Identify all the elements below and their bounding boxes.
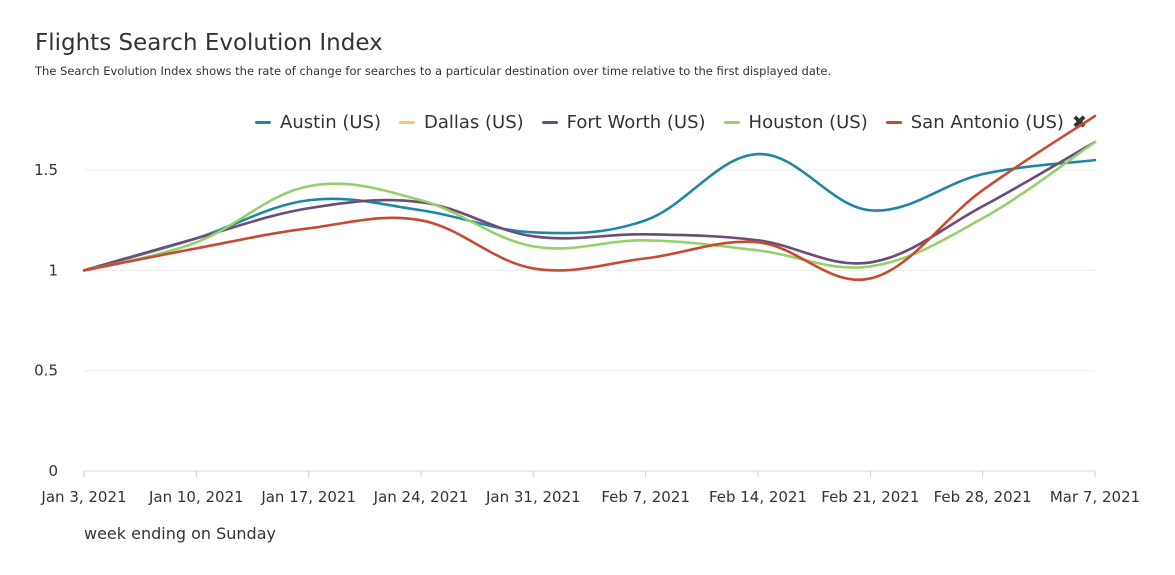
- legend-swatch: [398, 121, 415, 124]
- legend-label: San Antonio (US): [910, 112, 1064, 133]
- y-tick-label: 0: [48, 462, 58, 480]
- x-tick-label: Feb 28, 2021: [934, 488, 1032, 506]
- legend-label: Houston (US): [748, 112, 868, 133]
- x-tick-label: Jan 17, 2021: [260, 488, 356, 506]
- chart-subtitle: The Search Evolution Index shows the rat…: [35, 64, 832, 78]
- series-line-fort-worth-us[interactable]: [82, 140, 1097, 272]
- legend-swatch: [541, 121, 558, 124]
- series-line-dallas-us[interactable]: [82, 140, 1097, 272]
- x-tick-label: Feb 14, 2021: [709, 488, 807, 506]
- legend-swatch: [255, 121, 272, 124]
- y-tick-label: 1: [48, 261, 58, 279]
- legend-swatch: [723, 121, 740, 124]
- legend-label: Fort Worth (US): [566, 112, 706, 133]
- legend-item[interactable]: Austin (US): [255, 112, 381, 133]
- legend-label: Austin (US): [280, 112, 381, 133]
- x-tick-label: Jan 10, 2021: [148, 488, 244, 506]
- x-tick-label: Feb 7, 2021: [601, 488, 690, 506]
- x-tick-label: Jan 3, 2021: [40, 488, 126, 506]
- legend-swatch: [885, 121, 902, 124]
- x-tick-label: Feb 21, 2021: [821, 488, 919, 506]
- y-tick-label: 0.5: [34, 362, 58, 380]
- x-tick-label: Jan 24, 2021: [373, 488, 469, 506]
- legend-item[interactable]: Fort Worth (US): [541, 112, 706, 133]
- legend-item[interactable]: San Antonio (US): [885, 112, 1064, 133]
- series-line-houston-us[interactable]: [82, 140, 1097, 272]
- y-tick-label: 1.5: [34, 161, 58, 179]
- x-tick-label: Mar 7, 2021: [1050, 488, 1140, 506]
- x-axis-title: week ending on Sunday: [84, 524, 276, 543]
- series-line-san-antonio-us[interactable]: [82, 114, 1097, 282]
- legend-item[interactable]: Dallas (US): [398, 112, 524, 133]
- legend-item[interactable]: Houston (US): [723, 112, 868, 133]
- x-tick-label: Jan 31, 2021: [485, 488, 581, 506]
- chart-legend: Austin (US) Dallas (US) Fort Worth (US) Hou…: [237, 112, 1087, 133]
- legend-label: Dallas (US): [423, 112, 524, 133]
- series-line-austin-us[interactable]: [82, 152, 1097, 272]
- chart-title: Flights Search Evolution Index: [35, 30, 383, 56]
